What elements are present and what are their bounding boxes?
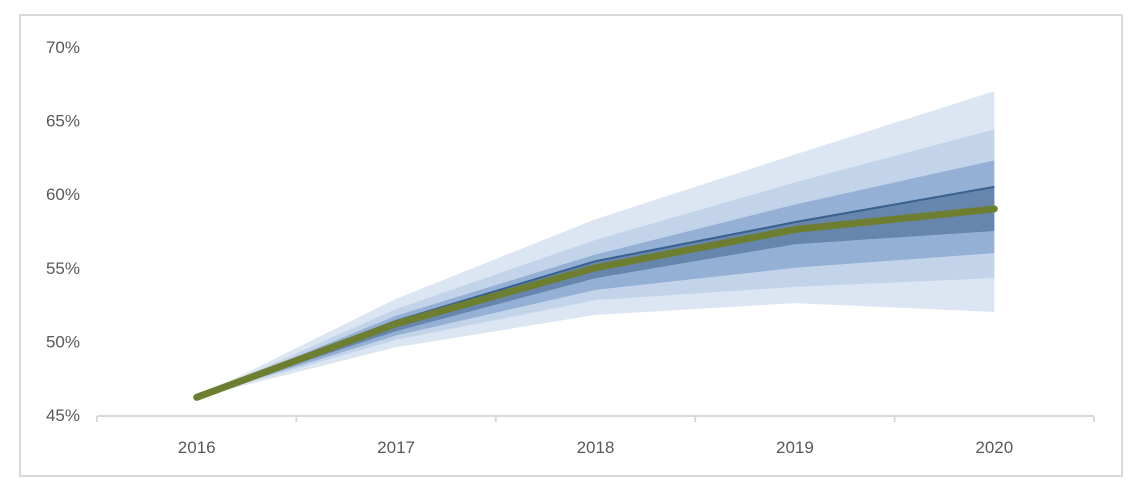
x-tick-label: 2020 bbox=[975, 438, 1013, 457]
y-tick-label: 50% bbox=[46, 332, 80, 351]
y-tick-label: 65% bbox=[46, 112, 80, 131]
confidence-band-area bbox=[196, 160, 995, 398]
x-tick-label: 2017 bbox=[377, 438, 415, 457]
y-tick-label: 70% bbox=[46, 38, 80, 57]
y-tick-label: 60% bbox=[46, 185, 80, 204]
center-projection-line bbox=[193, 205, 998, 401]
confidence-band-area bbox=[196, 186, 995, 398]
x-axis-labels: 2016 2017 2018 2019 2020 bbox=[178, 438, 1013, 457]
y-tick-label: 55% bbox=[46, 259, 80, 278]
x-tick-label: 2018 bbox=[577, 438, 615, 457]
x-axis bbox=[96, 415, 1095, 422]
x-tick-label: 2016 bbox=[178, 438, 216, 457]
x-tick-label: 2019 bbox=[776, 438, 814, 457]
y-tick-label: 45% bbox=[46, 406, 80, 425]
central-projection-polyline bbox=[193, 205, 998, 401]
y-axis-labels: 70% 65% 60% 55% 50% 45% bbox=[46, 38, 80, 425]
